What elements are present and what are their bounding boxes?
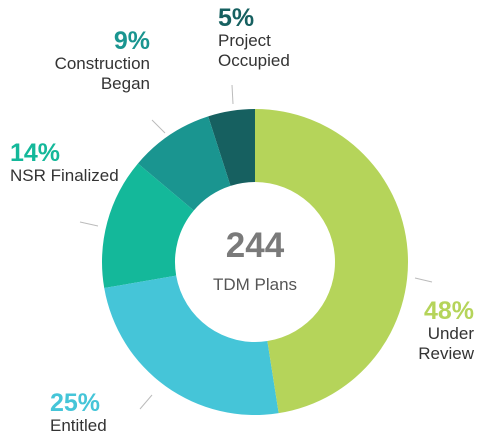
slice-name: Under Review — [418, 324, 474, 363]
donut-slice — [102, 163, 194, 289]
slice-name: Construction Began — [54, 54, 150, 93]
leader-lines — [79, 84, 433, 410]
slice-percent: 14% — [10, 139, 61, 167]
slice-name: Project Occupied — [218, 31, 290, 70]
slice-label: 5% Project Occupied — [218, 5, 328, 71]
slice-label: 14% NSR Finalized — [10, 140, 120, 186]
leader-line — [231, 84, 234, 105]
slice-percent: 9% — [113, 27, 150, 55]
slice-name: Entitled — [50, 416, 107, 435]
center-value: 244 — [226, 226, 285, 265]
slice-label: 9% Construction Began — [20, 28, 150, 94]
donut-slice — [137, 116, 231, 211]
donut-slice — [208, 109, 255, 186]
center-label: TDM Plans — [213, 275, 297, 294]
donut-slice — [104, 275, 279, 415]
donut-slice — [255, 109, 408, 414]
slice-percent: 48% — [423, 297, 474, 325]
slice-name: NSR Finalized — [10, 166, 119, 185]
slice-label: 25% Entitled — [50, 390, 150, 436]
leader-line — [414, 277, 433, 283]
slice-label: 48% Under Review — [394, 298, 474, 364]
slice-percent: 25% — [50, 389, 101, 417]
slice-percent: 5% — [218, 4, 255, 32]
leader-line — [79, 221, 99, 227]
leader-line — [151, 119, 166, 134]
leader-line — [139, 394, 153, 410]
